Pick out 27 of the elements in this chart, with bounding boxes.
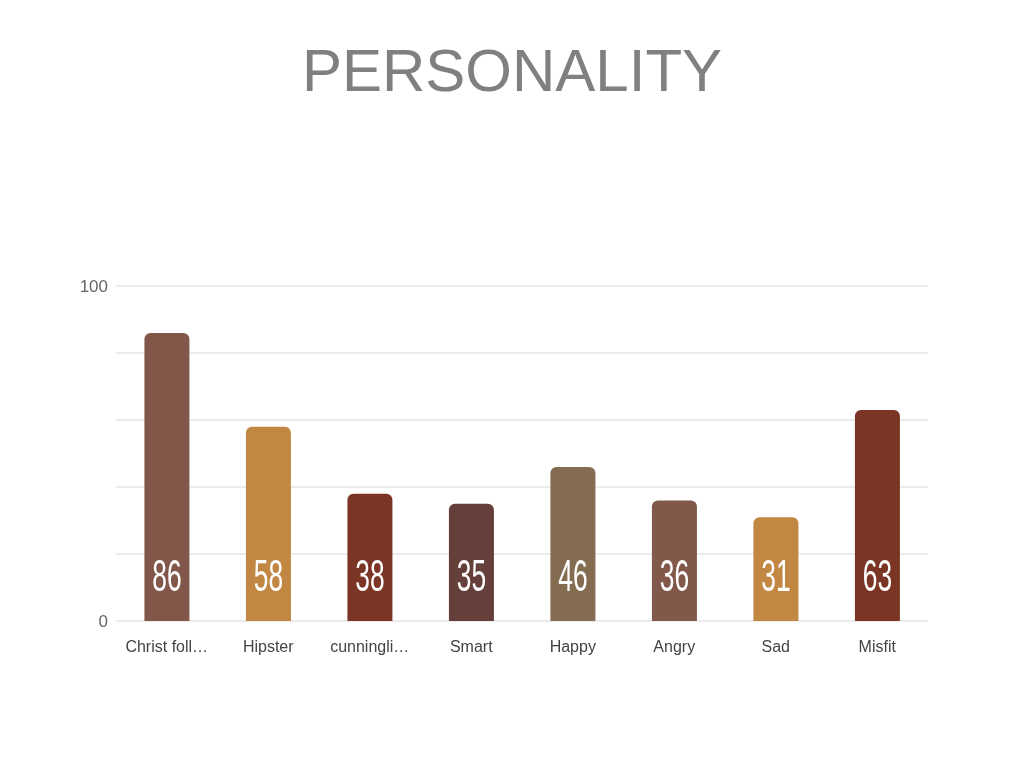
x-tick-label: Hipster: [242, 638, 295, 656]
data-label: 31: [761, 550, 791, 601]
data-label: 86: [152, 550, 182, 601]
bar: [347, 493, 393, 621]
data-label: 63: [862, 550, 893, 601]
y-tick-label: 100: [79, 277, 108, 297]
y-tick-label: 0: [98, 612, 108, 632]
data-label: 58: [253, 550, 284, 601]
x-tick-label: Smart: [449, 638, 494, 656]
bar: [448, 503, 494, 621]
data-label: 35: [456, 550, 487, 601]
chart-title: PERSONALITY: [300, 36, 724, 106]
bar: [854, 409, 900, 621]
data-label: 38: [355, 550, 385, 601]
bar: [550, 466, 596, 621]
data-label: 46: [558, 550, 588, 601]
x-tick-label: Happy: [549, 638, 596, 656]
x-tick-label: cunningli…: [330, 638, 410, 656]
bar: [144, 332, 190, 621]
x-tick-label: Sad: [761, 638, 790, 656]
data-label: 36: [659, 550, 690, 601]
bar: [753, 517, 799, 621]
bar: [651, 500, 697, 621]
x-tick-label: Angry: [653, 638, 696, 656]
bar: [245, 426, 291, 621]
x-tick-label: Misfit: [858, 638, 897, 656]
x-tick-label: Christ foll…: [125, 638, 209, 656]
